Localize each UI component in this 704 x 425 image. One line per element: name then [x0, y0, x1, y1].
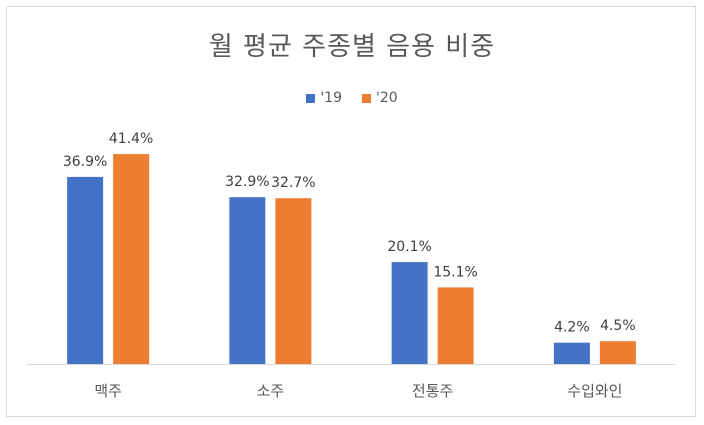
bar-2019-3 — [553, 342, 590, 364]
category-label-2: 전통주 — [412, 382, 453, 400]
data-label-2019-3: 4.2% — [554, 320, 590, 336]
legend-item-2020: '20 — [362, 90, 398, 106]
legend-label-2019: '19 — [320, 90, 342, 106]
category-label-0: 맥주 — [94, 382, 122, 400]
category-label-1: 소주 — [257, 382, 285, 400]
bar-2019-0 — [67, 176, 104, 364]
data-label-2019-0: 36.9% — [63, 154, 107, 170]
data-label-2019-2: 20.1% — [387, 239, 431, 255]
bar-2019-1 — [229, 197, 266, 364]
bar-2020-0 — [113, 154, 150, 364]
legend: '19 '20 — [0, 90, 704, 106]
data-label-2020-1: 32.7% — [271, 175, 315, 191]
legend-swatch-2020 — [362, 93, 371, 103]
data-label-2020-2: 15.1% — [433, 264, 477, 280]
bar-2019-2 — [391, 262, 428, 364]
bar-2020-1 — [275, 198, 312, 364]
legend-swatch-2019 — [306, 93, 316, 103]
data-label-2020-0: 41.4% — [109, 131, 153, 147]
chart-title: 월 평균 주종별 음용 비중 — [208, 32, 496, 62]
data-label-2019-1: 32.9% — [225, 174, 269, 190]
legend-item-2019: '19 — [306, 90, 342, 106]
bar-2020-2 — [437, 287, 474, 364]
category-label-3: 수입와인 — [567, 382, 622, 400]
bar-2020-3 — [599, 341, 636, 364]
data-label-2020-3: 4.5% — [600, 318, 636, 334]
legend-label-2020: '20 — [376, 90, 398, 106]
